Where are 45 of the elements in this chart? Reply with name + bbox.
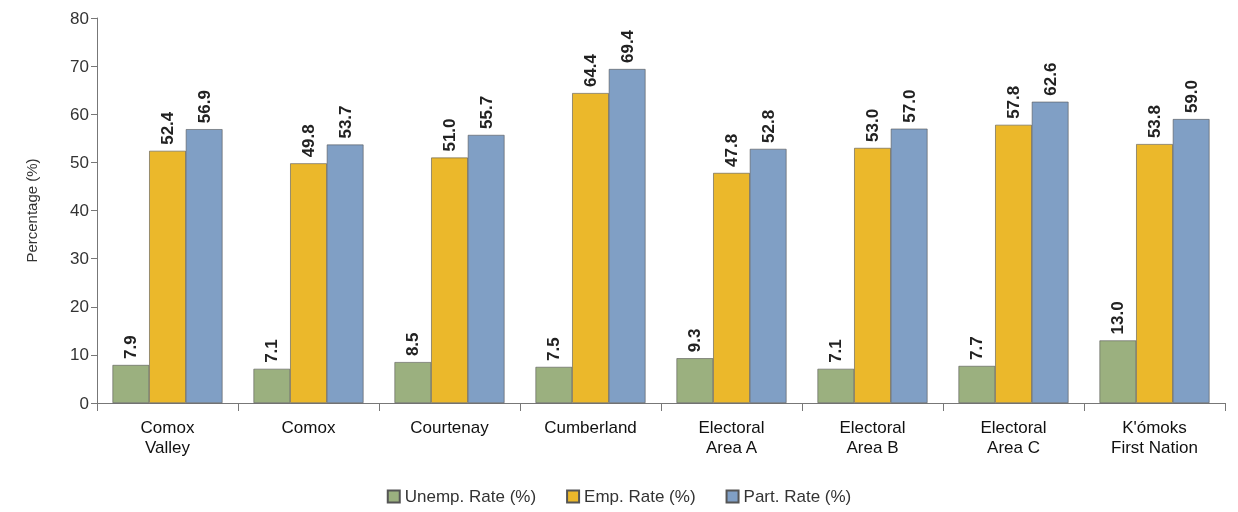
data-label: 7.5 (544, 337, 564, 361)
y-tick-label: 60 (70, 104, 89, 124)
legend-label: Emp. Rate (%) (584, 487, 696, 506)
data-label: 9.3 (685, 328, 705, 353)
x-tick-label: Comox Valley (140, 417, 195, 457)
data-label: 47.8 (722, 133, 741, 167)
y-tick-label: 20 (70, 297, 89, 317)
data-label: 51.0 (440, 118, 459, 152)
data-label: 69.4 (617, 29, 637, 64)
x-tick-label: Cumberland (544, 417, 637, 437)
y-axis-title: Percentage (%) (23, 158, 40, 263)
x-tick-label: Courtenay (410, 417, 490, 437)
data-label: 53.8 (1145, 104, 1164, 139)
data-label: 8.5 (403, 332, 423, 357)
y-tick-label: 50 (70, 152, 89, 172)
data-label: 64.4 (581, 53, 600, 88)
x-tick-label: Electoral Area A (698, 417, 765, 457)
data-label: 57.0 (899, 89, 919, 123)
x-tick-label: Electoral Area C (980, 417, 1047, 457)
data-label: 7.9 (121, 335, 141, 359)
data-label: 13.0 (1108, 301, 1128, 335)
data-label: 55.7 (476, 95, 496, 129)
data-label: 7.7 (967, 336, 987, 360)
data-label: 62.6 (1040, 62, 1060, 96)
x-tick-label: Electoral Area B (839, 417, 906, 457)
data-label: 59.0 (1181, 79, 1201, 114)
data-label: 56.9 (194, 90, 214, 124)
y-tick-label: 0 (79, 393, 89, 413)
y-tick-label: 40 (70, 201, 89, 220)
x-tick-label: K'ómoks First Nation (1111, 417, 1198, 457)
data-label: 57.8 (1004, 85, 1023, 119)
y-tick-label: 80 (70, 8, 89, 28)
data-label: 49.8 (299, 124, 318, 158)
data-label: 7.1 (262, 339, 282, 363)
data-label: 7.1 (826, 339, 846, 363)
y-tick-label: 70 (70, 56, 89, 76)
y-tick-label: 30 (70, 249, 89, 269)
data-label: 53.0 (863, 108, 882, 142)
legend-label: Part. Rate (%) (743, 487, 852, 506)
data-label: 52.4 (158, 111, 177, 145)
x-tick-label: Comox (281, 417, 336, 437)
y-tick-label: 10 (70, 345, 89, 365)
data-label: 52.8 (758, 109, 778, 143)
legend-label: Unemp. Rate (%) (404, 487, 537, 506)
data-label: 53.7 (335, 105, 355, 139)
